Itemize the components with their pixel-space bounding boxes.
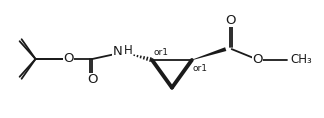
Text: or1: or1 — [193, 64, 208, 73]
Text: O: O — [252, 53, 263, 66]
Text: CH₃: CH₃ — [290, 53, 312, 66]
Text: O: O — [87, 73, 98, 86]
Polygon shape — [192, 47, 226, 60]
Text: H: H — [124, 44, 133, 57]
Text: O: O — [226, 14, 236, 27]
Text: or1: or1 — [153, 48, 168, 57]
Text: O: O — [63, 53, 74, 65]
Text: N: N — [112, 45, 122, 58]
